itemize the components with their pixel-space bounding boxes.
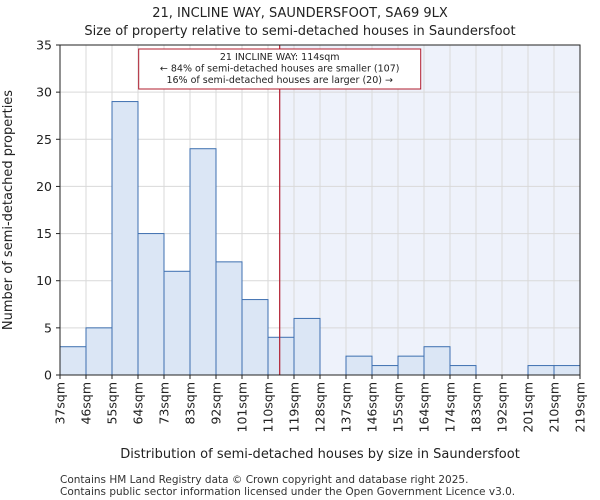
x-tick-label: 37sqm <box>53 382 68 425</box>
x-tick-label: 155sqm <box>391 382 406 432</box>
histogram-bar <box>163 270 191 376</box>
x-tick-label: 210sqm <box>547 382 562 432</box>
histogram-bar <box>59 346 87 376</box>
histogram-bar <box>267 336 295 376</box>
histogram-bar <box>345 355 373 376</box>
y-tick-label: 25 <box>36 132 52 147</box>
x-tick-label: 101sqm <box>235 382 250 432</box>
larger-houses-region <box>279 45 580 375</box>
footer-licence: Contains public sector information licen… <box>60 486 515 498</box>
y-axis-ticks: 0 5 10 15 20 25 30 35 <box>36 38 60 383</box>
histogram-bar <box>449 365 477 376</box>
histogram-bar <box>293 317 321 376</box>
x-tick-label: 55sqm <box>105 382 120 425</box>
x-tick-label: 174sqm <box>443 382 458 432</box>
footer-copyright: Contains HM Land Registry data © Crown c… <box>60 474 468 486</box>
y-tick-label: 35 <box>36 38 52 53</box>
annotation-box <box>138 48 422 90</box>
histogram-bar <box>189 148 217 376</box>
x-tick-label: 146sqm <box>365 382 380 432</box>
histogram-bar <box>553 365 581 376</box>
annotation-line-1: 21 INCLINE WAY: 114sqm <box>220 52 340 63</box>
x-tick-label: 110sqm <box>261 382 276 432</box>
annotation-line-3: 16% of semi-detached houses are larger (… <box>166 75 393 86</box>
x-tick-label: 64sqm <box>131 382 146 425</box>
chart-title: 21, INCLINE WAY, SAUNDERSFOOT, SA69 9LX <box>152 6 448 21</box>
histogram-bar <box>137 233 165 376</box>
y-tick-label: 30 <box>36 85 52 100</box>
histogram-bar <box>371 365 399 376</box>
histogram-bar <box>423 346 451 376</box>
x-tick-label: 128sqm <box>313 382 328 432</box>
chart-subtitle: Size of property relative to semi-detach… <box>84 24 515 39</box>
y-tick-label: 5 <box>44 320 52 335</box>
x-tick-label: 92sqm <box>209 382 224 425</box>
y-axis-label: Number of semi-detached properties <box>1 90 16 330</box>
histogram-bar <box>111 101 139 376</box>
x-tick-label: 183sqm <box>469 382 484 432</box>
x-tick-label: 46sqm <box>79 382 94 425</box>
histogram-bar <box>241 299 269 376</box>
histogram-bar <box>397 355 425 376</box>
x-tick-label: 119sqm <box>287 382 302 432</box>
histogram-bar <box>85 327 113 376</box>
x-axis-ticks: 37sqm 46sqm 55sqm 64sqm 73sqm 83sqm 92sqm 101sq… <box>53 375 588 432</box>
y-tick-label: 0 <box>44 368 52 383</box>
y-tick-label: 20 <box>36 179 52 194</box>
x-axis-label: Distribution of semi-detached houses by … <box>120 447 520 462</box>
x-tick-label: 219sqm <box>573 382 588 432</box>
x-tick-label: 201sqm <box>521 382 536 432</box>
x-tick-label: 164sqm <box>417 382 432 432</box>
x-tick-label: 73sqm <box>157 382 172 425</box>
x-tick-label: 137sqm <box>339 382 354 432</box>
annotation-line-2: ← 84% of semi-detached houses are smalle… <box>160 64 400 75</box>
histogram-bar <box>215 261 243 376</box>
y-tick-label: 15 <box>36 226 52 241</box>
y-tick-label: 10 <box>36 273 52 288</box>
x-tick-label: 83sqm <box>183 382 198 425</box>
x-tick-label: 192sqm <box>495 382 510 432</box>
bars <box>59 101 581 376</box>
histogram-bar <box>527 365 555 376</box>
plot-area: 21 INCLINE WAY: 114sqm ← 84% of semi-det… <box>59 44 581 376</box>
